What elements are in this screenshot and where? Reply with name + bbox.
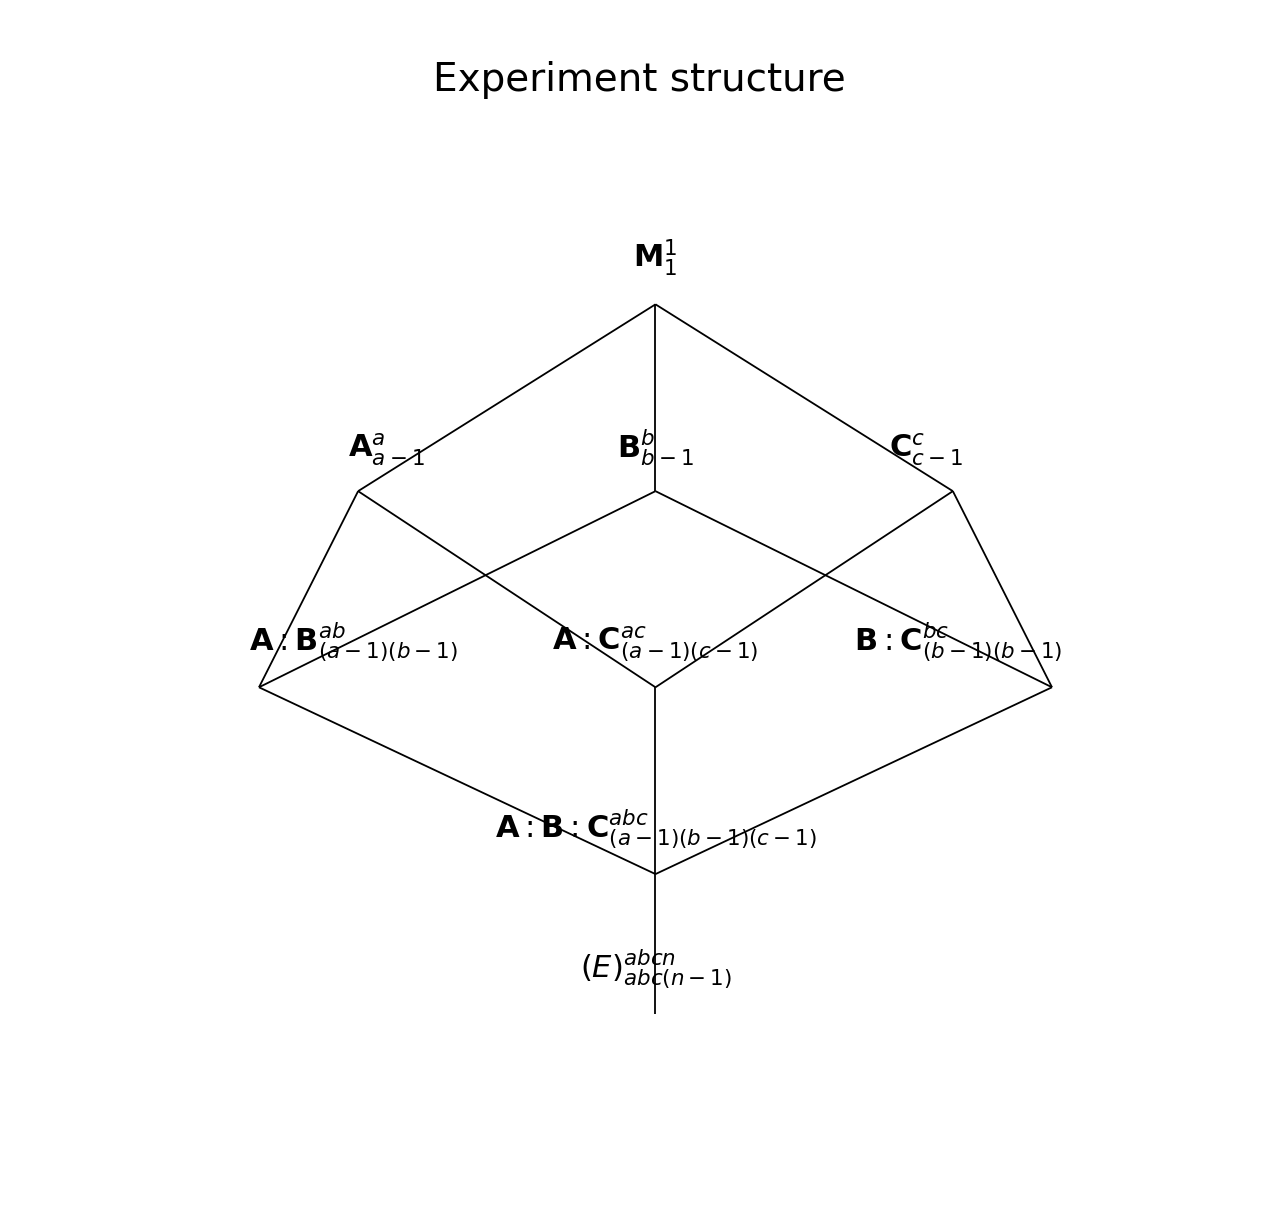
Text: $\mathbf{C}_{c-1}^{c}$: $\mathbf{C}_{c-1}^{c}$ (889, 432, 963, 468)
Text: Experiment structure: Experiment structure (434, 61, 845, 98)
Text: $\mathbf{B}:\mathbf{C}_{(b-1)(b-1)}^{bc}$: $\mathbf{B}:\mathbf{C}_{(b-1)(b-1)}^{bc}… (853, 620, 1062, 664)
Text: $\mathbf{A}:\mathbf{B}_{(a-1)(b-1)}^{ab}$: $\mathbf{A}:\mathbf{B}_{(a-1)(b-1)}^{ab}… (249, 620, 458, 664)
Text: $\mathbf{A}_{a-1}^{a}$: $\mathbf{A}_{a-1}^{a}$ (348, 432, 425, 468)
Text: $(E)_{abc(n-1)}^{abcn}$: $(E)_{abc(n-1)}^{abcn}$ (579, 947, 732, 991)
Text: $\mathbf{M}_1^1$: $\mathbf{M}_1^1$ (633, 238, 678, 278)
Text: $\mathbf{A}:\mathbf{B}:\mathbf{C}_{(a-1)(b-1)(c-1)}^{abc}$: $\mathbf{A}:\mathbf{B}:\mathbf{C}_{(a-1)… (495, 807, 816, 850)
Text: $\mathbf{B}_{b-1}^{b}$: $\mathbf{B}_{b-1}^{b}$ (616, 427, 694, 468)
Text: $\mathbf{A}:\mathbf{C}_{(a-1)(c-1)}^{ac}$: $\mathbf{A}:\mathbf{C}_{(a-1)(c-1)}^{ac}… (553, 625, 758, 664)
